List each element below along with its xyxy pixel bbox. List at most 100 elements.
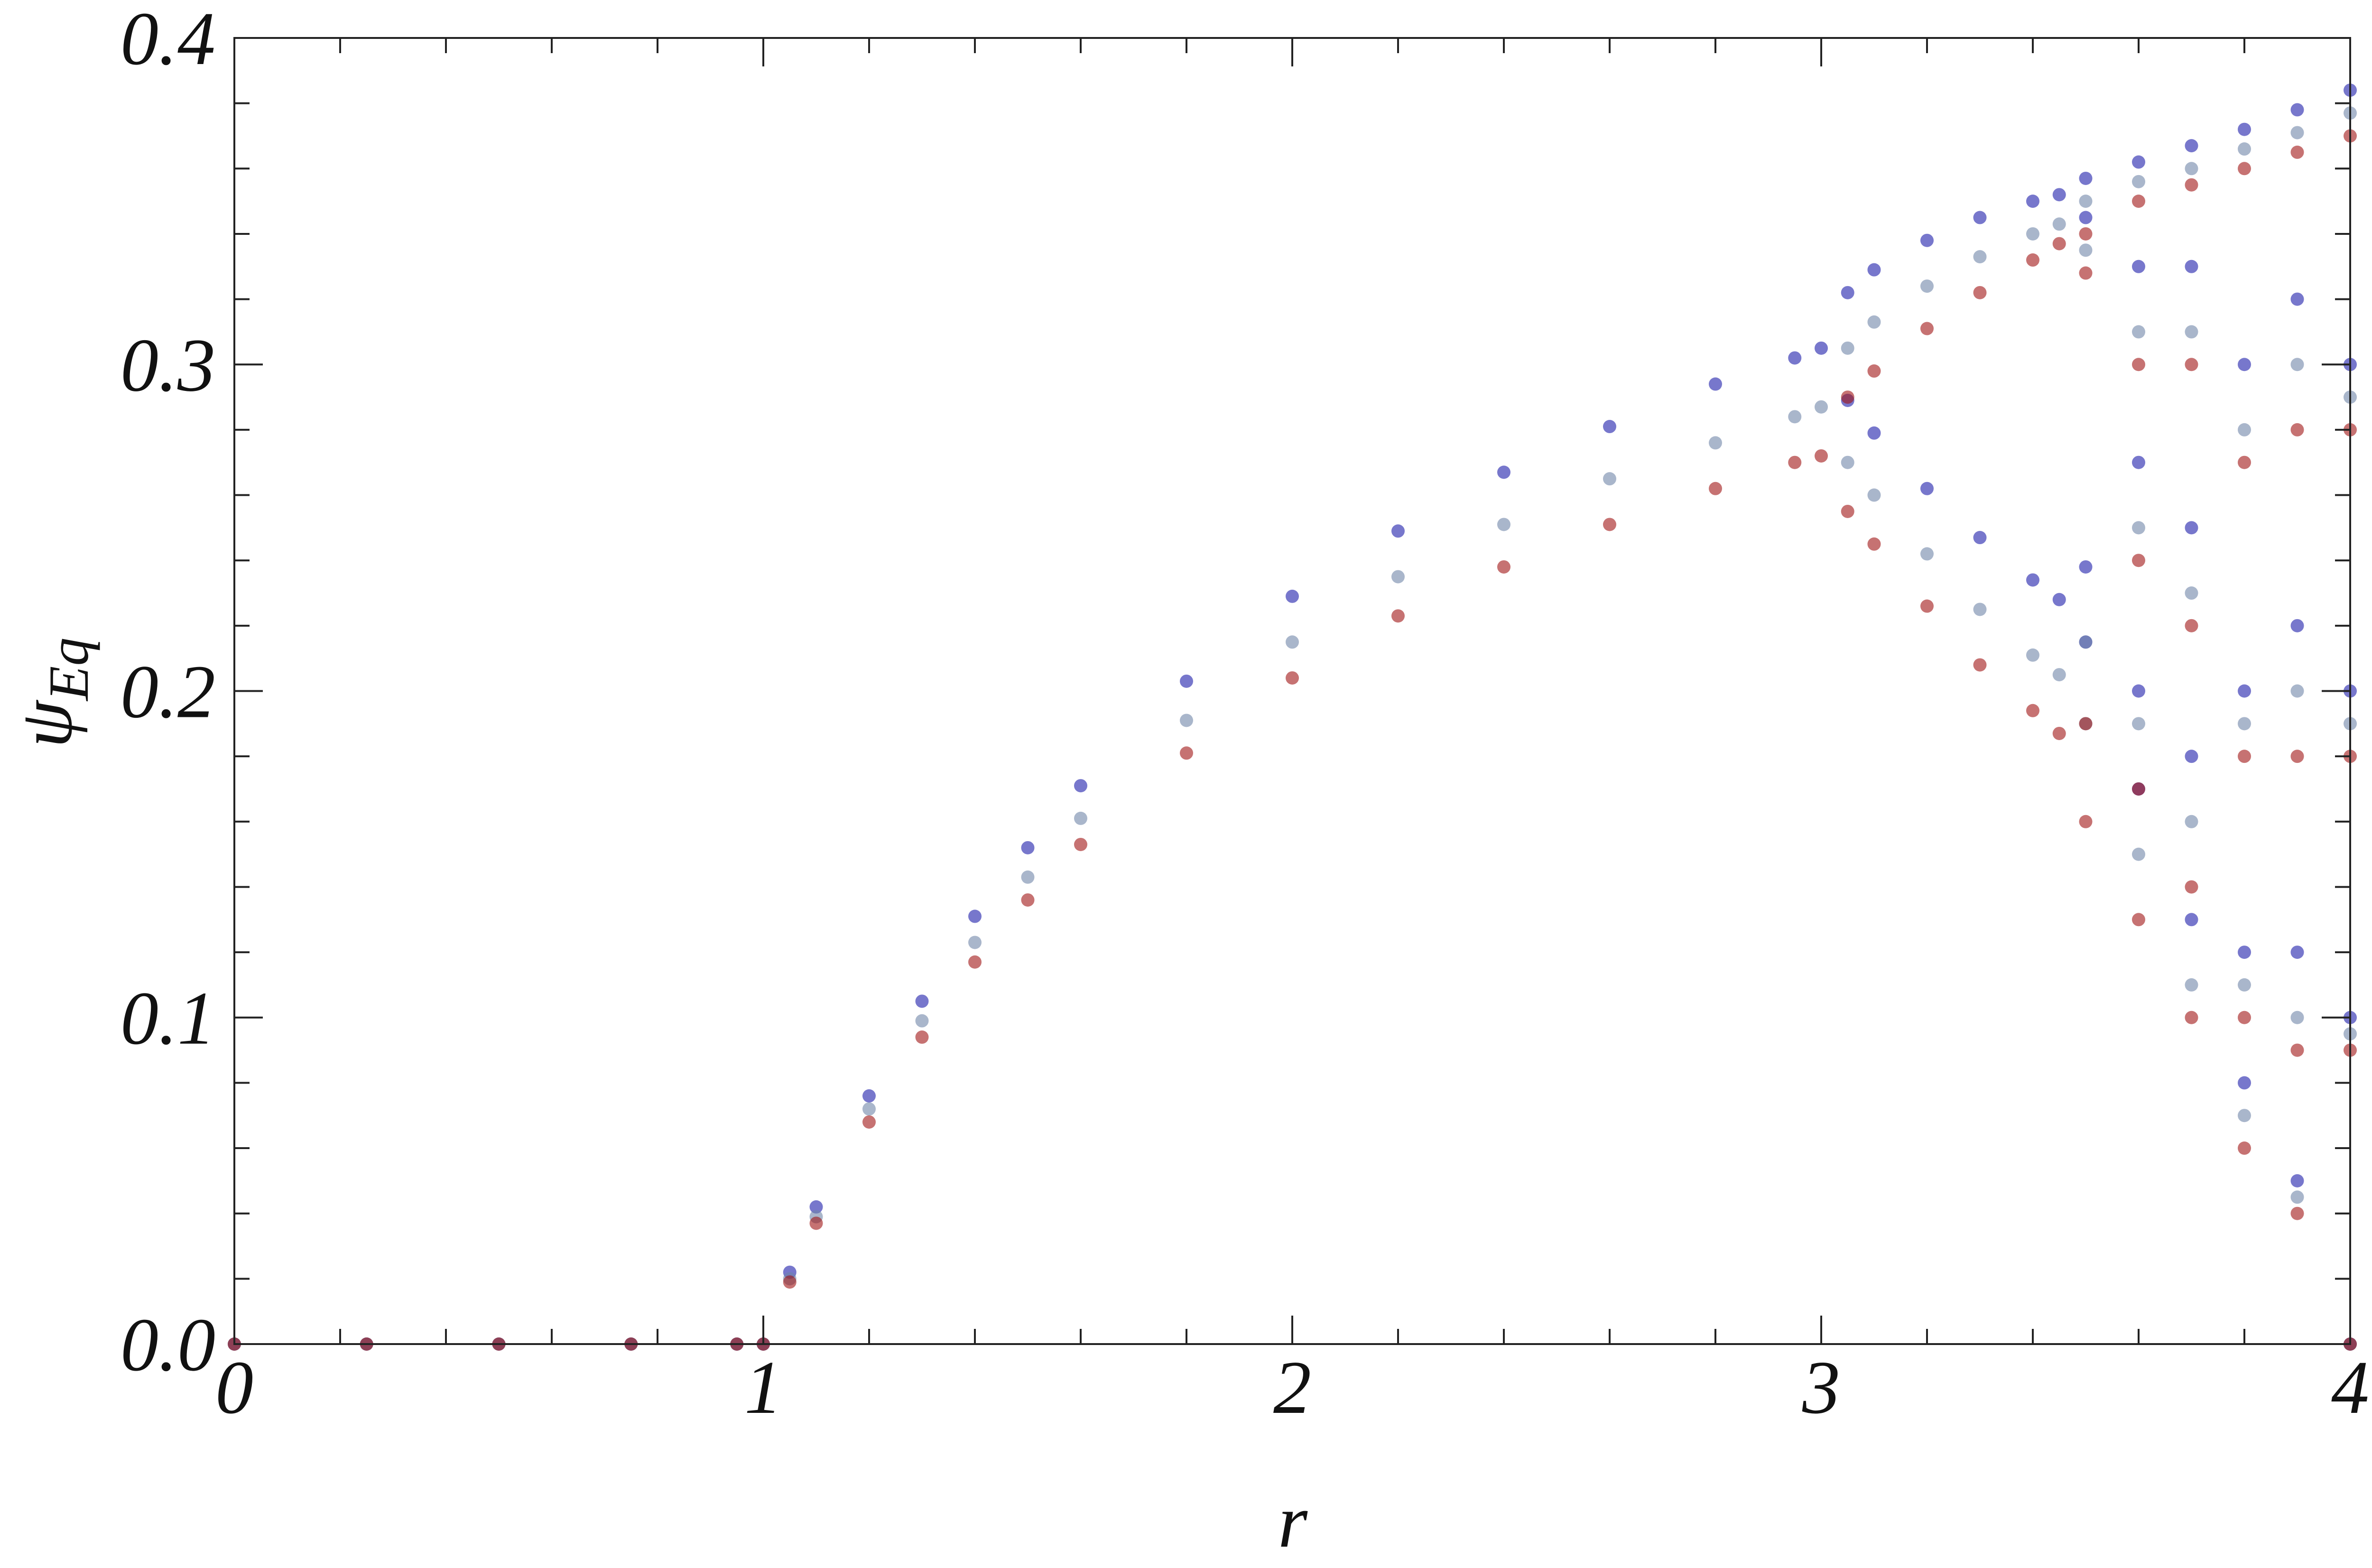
point: [1788, 351, 1802, 365]
point: [2185, 260, 2198, 273]
point: [1841, 455, 1854, 469]
point: [2238, 750, 2251, 763]
point: [2052, 188, 2066, 202]
point: [2238, 455, 2251, 469]
point: [1920, 233, 1934, 247]
point: [2238, 142, 2251, 156]
point: [915, 1030, 929, 1044]
point: [1286, 671, 1299, 685]
point: [2290, 423, 2304, 436]
point: [2079, 195, 2093, 208]
point: [1286, 589, 1299, 603]
point: [2026, 227, 2039, 241]
point: [862, 1089, 876, 1103]
point: [1867, 426, 1881, 440]
point: [2290, 1043, 2304, 1057]
y-tick-label: 0.3: [120, 323, 215, 407]
point: [2238, 684, 2251, 698]
point: [915, 994, 929, 1008]
point: [2185, 325, 2198, 339]
x-tick-label: 3: [1802, 1345, 1840, 1429]
point: [2079, 243, 2093, 257]
point: [2132, 260, 2145, 273]
point: [2185, 815, 2198, 828]
point: [1180, 714, 1193, 727]
point: [2185, 1011, 2198, 1024]
point: [2185, 358, 2198, 371]
x-tick-label: 4: [2331, 1345, 2369, 1429]
point: [1603, 420, 1616, 434]
point: [2026, 704, 2039, 717]
point: [2132, 521, 2145, 535]
point: [2185, 586, 2198, 600]
y-axis-symbol: ψ: [3, 699, 88, 748]
point: [1021, 870, 1035, 884]
y-tick-label: 0.1: [120, 976, 215, 1060]
point: [2079, 635, 2093, 649]
point: [2132, 554, 2145, 567]
x-axis-label: r: [1278, 1479, 1308, 1563]
point: [2185, 750, 2198, 763]
point: [968, 909, 982, 923]
point: [2052, 217, 2066, 231]
point: [2132, 684, 2145, 698]
point: [1497, 465, 1510, 479]
point: [2290, 619, 2304, 632]
point: [2026, 253, 2039, 267]
point: [1391, 570, 1405, 584]
point: [2079, 815, 2093, 828]
point: [2238, 717, 2251, 731]
point: [2290, 684, 2304, 698]
point: [2290, 126, 2304, 139]
point: [2052, 237, 2066, 251]
point: [1180, 674, 1193, 688]
point: [1709, 377, 1722, 391]
point: [1815, 341, 1828, 355]
point: [1920, 279, 1934, 293]
data-layer: [228, 84, 2357, 1351]
point: [1391, 524, 1405, 538]
point: [2185, 139, 2198, 153]
point: [1920, 547, 1934, 561]
point: [1074, 811, 1087, 825]
point: [1973, 658, 1987, 672]
point: [2290, 103, 2304, 117]
y-tick-label: 0.0: [120, 1302, 215, 1387]
point: [2238, 1076, 2251, 1090]
point: [2185, 913, 2198, 927]
point: [1867, 315, 1881, 329]
point: [2290, 292, 2304, 306]
y-tick-label: 0.2: [120, 649, 215, 734]
point: [2185, 880, 2198, 894]
point: [809, 1200, 823, 1214]
point: [2290, 145, 2304, 159]
point: [1391, 609, 1405, 623]
point: [2132, 455, 2145, 469]
point: [2185, 978, 2198, 992]
point: [2238, 358, 2251, 371]
point: [1973, 286, 1987, 299]
point: [2238, 1011, 2251, 1024]
point: [1180, 746, 1193, 760]
point: [2185, 619, 2198, 632]
point: [2238, 1109, 2251, 1123]
point: [862, 1102, 876, 1116]
point: [2079, 171, 2093, 185]
point: [809, 1216, 823, 1230]
point: [1920, 482, 1934, 495]
point: [1497, 560, 1510, 574]
y-tick-label: 0.4: [120, 0, 215, 81]
point: [2026, 573, 2039, 587]
point: [2052, 593, 2066, 606]
point: [1603, 472, 1616, 486]
point: [1815, 400, 1828, 414]
point: [1867, 488, 1881, 502]
point: [968, 936, 982, 949]
x-tick-label: 2: [1273, 1345, 1311, 1429]
point: [2238, 1141, 2251, 1155]
point: [1788, 410, 1802, 424]
point: [2238, 162, 2251, 176]
point: [2079, 717, 2093, 731]
point: [2132, 175, 2145, 188]
